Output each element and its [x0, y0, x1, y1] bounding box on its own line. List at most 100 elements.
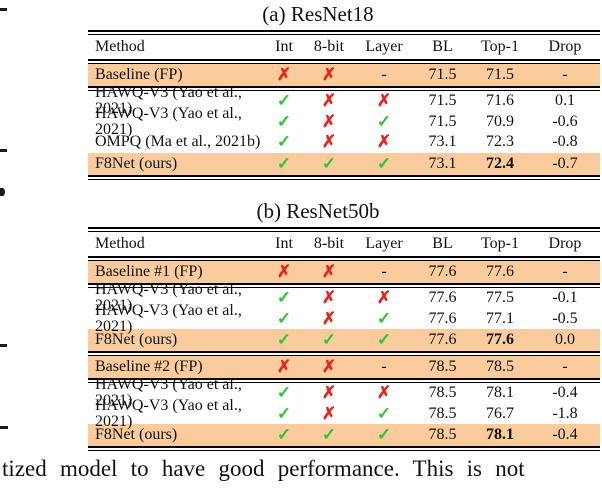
cell-check: ✓: [263, 331, 305, 349]
cell-value: -: [381, 66, 387, 83]
cell-value: 0.0: [555, 331, 575, 348]
cross-icon: ✗: [321, 65, 337, 84]
cross-icon: ✗: [376, 132, 392, 152]
cell-value: 73.1: [428, 133, 457, 151]
cell-value: -: [562, 263, 568, 280]
body-text-line: tized model to have good performance. Th…: [2, 456, 525, 481]
col-header-drop: Drop: [548, 38, 582, 55]
cross-icon: ✗: [276, 65, 292, 84]
col-header-int: Int: [275, 235, 293, 252]
table-row: HAWQ-V3 (Yao et al., 2021) ✓ ✗ ✓ 77.6 77.1 -0.…: [88, 302, 600, 334]
check-icon: ✓: [376, 308, 392, 328]
cell-value: -0.7: [552, 154, 578, 172]
cell-check: ✓: [353, 113, 415, 131]
cross-icon: ✗: [376, 383, 392, 403]
col-header-method: Method: [95, 38, 145, 55]
cell-value: HAWQ-V3 (Yao et al., 2021): [95, 396, 242, 430]
cell-value: 78.5: [428, 426, 457, 443]
cell-cross: ✗: [353, 133, 415, 151]
cell-value: 78.5: [428, 358, 457, 375]
cell-check: ✓: [305, 331, 353, 349]
check-icon: ✓: [276, 330, 292, 349]
cell-value: -0.1: [552, 289, 578, 307]
cross-icon: ✗: [276, 357, 292, 376]
edge-artifact: [0, 188, 5, 196]
cross-icon: ✗: [321, 262, 337, 281]
cell-value: 71.5: [428, 112, 457, 130]
check-icon: ✓: [376, 425, 392, 444]
cell-value: 71.6: [486, 92, 514, 110]
cell-value: 72.3: [486, 133, 514, 151]
check-icon: ✓: [276, 153, 292, 173]
cell-value: 77.6: [428, 289, 457, 307]
table-row: HAWQ-V3 (Yao et al., 2021) ✓ ✗ ✗ 71.5 71.6 0.1: [88, 85, 600, 117]
cell-check: ✓: [353, 331, 415, 349]
cell-value: 77.6: [428, 263, 457, 280]
check-icon: ✓: [376, 403, 392, 423]
col-header-method: Method: [95, 235, 145, 252]
table-rule: [88, 256, 600, 261]
table-row: F8Net (ours) ✓ ✓ ✓ 77.6 77.6 0.0: [88, 329, 600, 351]
col-header-bl: BL: [432, 38, 453, 55]
check-icon: ✓: [376, 111, 392, 131]
col-header-top-1: Top-1: [481, 235, 519, 252]
cell-check: ✓: [263, 289, 305, 307]
edge-artifact: [0, 344, 7, 347]
check-icon: ✓: [321, 330, 337, 349]
cell-value: HAWQ-V3 (Yao et al., 2021): [95, 376, 242, 410]
cell-check: ✓: [263, 426, 305, 444]
table-row: Baseline (FP) ✗ ✗ - 71.5 71.5 -: [88, 64, 600, 86]
cell-check: ✓: [263, 92, 305, 110]
cross-icon: ✗: [321, 403, 337, 423]
cell-value: 0.1: [555, 92, 575, 110]
table-row: OMPQ (Ma et al., 2021b) ✓ ✗ ✗ 73.1 72.3 -0.8: [88, 132, 600, 153]
col-header-layer: Layer: [365, 235, 403, 252]
check-icon: ✓: [276, 288, 292, 308]
cell-value: 77.6: [428, 331, 457, 348]
table-row: HAWQ-V3 (Yao et al., 2021) ✓ ✗ ✓ 78.5 76.7 -1.…: [88, 397, 600, 429]
cross-icon: ✗: [321, 308, 337, 328]
cell-value: 72.4: [486, 154, 514, 172]
cell-check: ✓: [263, 384, 305, 402]
table-rule: [88, 227, 600, 232]
table-rule: [88, 86, 600, 91]
table-rule: [88, 446, 600, 451]
cell-cross: ✗: [353, 384, 415, 402]
check-icon: ✓: [276, 425, 292, 444]
edge-artifact: [0, 426, 8, 429]
cell-value: 78.5: [428, 384, 457, 402]
cell-value: -0.8: [552, 133, 578, 151]
check-icon: ✓: [276, 383, 292, 403]
cell-value: F8Net (ours): [95, 331, 178, 348]
cell-value: OMPQ (Ma et al., 2021b): [95, 133, 261, 151]
check-icon: ✓: [321, 153, 337, 173]
table-row: HAWQ-V3 (Yao et al., 2021) ✓ ✗ ✗ 77.6 77.5 -0.…: [88, 282, 600, 314]
cell-value: -0.6: [552, 112, 578, 130]
table-rule: [88, 30, 600, 35]
cross-icon: ✗: [376, 91, 392, 111]
cell-value: -0.5: [552, 309, 578, 327]
cell-cross: ✗: [305, 358, 353, 376]
cell-value: Baseline #1 (FP): [95, 263, 203, 280]
cell-cross: ✗: [305, 263, 353, 281]
edge-artifact: [0, 8, 7, 11]
cell-value: 78.5: [428, 404, 457, 422]
cell-value: -0.4: [552, 426, 578, 443]
col-header-int: Int: [275, 38, 293, 55]
cell-cross: ✗: [305, 405, 353, 423]
check-icon: ✓: [276, 111, 292, 131]
cell-cross: ✗: [305, 310, 353, 328]
table-header-row: Method Int 8-bit Layer BL Top-1 Drop: [88, 35, 600, 59]
cell-cross: ✗: [305, 66, 353, 84]
table-rule: [88, 283, 600, 288]
cell-value: Baseline #2 (FP): [95, 358, 203, 375]
cell-check: ✓: [305, 155, 353, 173]
check-icon: ✓: [376, 153, 392, 173]
table-row: Baseline #1 (FP) ✗ ✗ - 77.6 77.6 -: [88, 261, 600, 283]
cell-value: 77.6: [486, 331, 514, 348]
cell-value: 71.5: [486, 66, 514, 83]
cell-value: HAWQ-V3 (Yao et al., 2021): [95, 84, 242, 118]
col-header-bl: BL: [432, 235, 453, 252]
table-header-row: Method Int 8-bit Layer BL Top-1 Drop: [88, 232, 600, 256]
